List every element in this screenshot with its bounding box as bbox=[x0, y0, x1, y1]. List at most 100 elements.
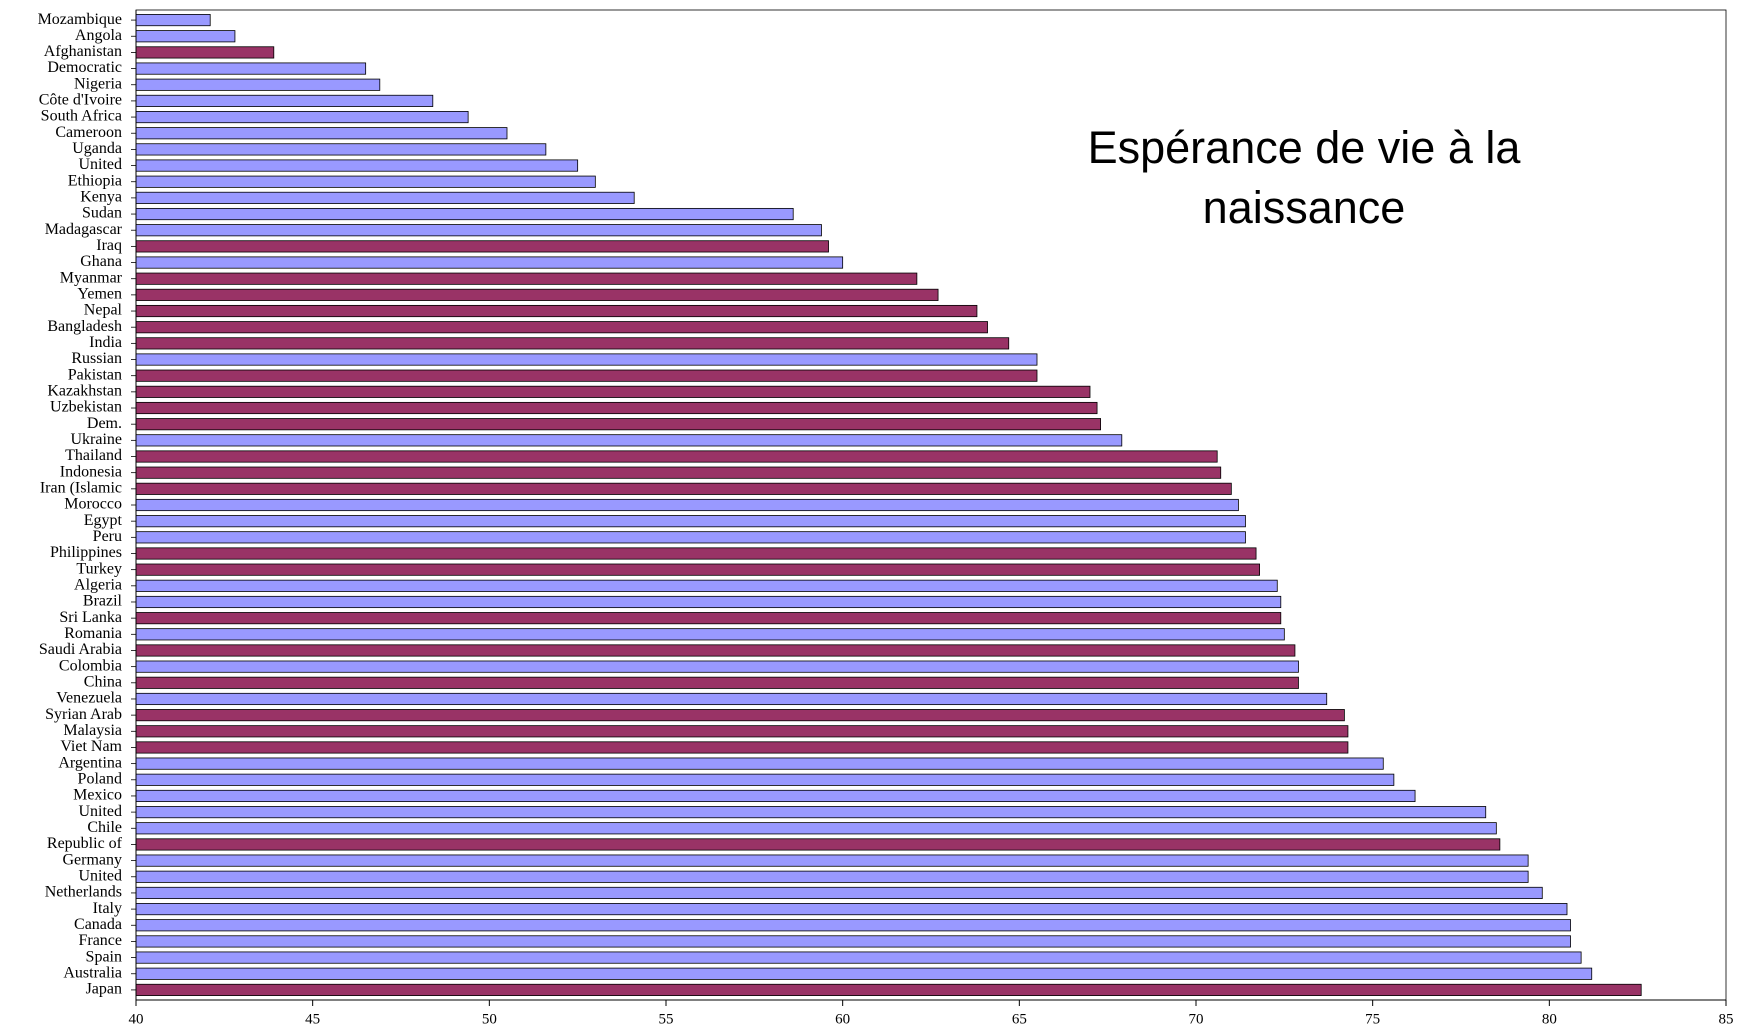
y-tick-label: Pakistan bbox=[68, 366, 122, 383]
bar bbox=[135, 741, 1349, 754]
y-tick-label: Germany bbox=[62, 851, 122, 868]
chart-title: Espérance de vie à la naissance bbox=[1087, 122, 1521, 233]
bar bbox=[135, 612, 1282, 625]
y-tick-label: Italy bbox=[93, 900, 122, 917]
y-tick-label: China bbox=[84, 673, 122, 690]
y-tick-label: Yemen bbox=[77, 286, 122, 303]
y-tick-label: Netherlands bbox=[45, 884, 122, 901]
bar bbox=[135, 78, 381, 91]
y-tick-label: Uganda bbox=[72, 140, 122, 157]
y-tick-label: Bangladesh bbox=[47, 318, 122, 335]
x-tick-label: 45 bbox=[305, 1011, 320, 1027]
bar bbox=[135, 321, 988, 334]
bar bbox=[135, 256, 844, 269]
y-tick-label: Turkey bbox=[76, 560, 122, 577]
bar bbox=[135, 385, 1091, 398]
y-tick-label: Poland bbox=[78, 770, 122, 787]
bar bbox=[135, 353, 1038, 366]
bar bbox=[135, 515, 1246, 528]
bar bbox=[135, 434, 1123, 447]
bar bbox=[135, 628, 1285, 641]
y-tick-label: United bbox=[78, 156, 122, 173]
y-tick-label: Syrian Arab bbox=[45, 706, 122, 723]
y-tick-label: Sudan bbox=[82, 205, 122, 222]
bar bbox=[135, 676, 1299, 689]
bar bbox=[135, 30, 236, 43]
bar bbox=[135, 563, 1260, 576]
bar bbox=[135, 450, 1218, 463]
y-tick-label: Ghana bbox=[80, 253, 122, 270]
y-tick-label: United bbox=[78, 803, 122, 820]
bar bbox=[135, 789, 1416, 803]
y-tick-label: Dem. bbox=[87, 415, 122, 432]
y-tick-label: Sri Lanka bbox=[59, 609, 122, 626]
y-tick-label: Afghanistan bbox=[44, 43, 122, 60]
y-tick-label: Iraq bbox=[96, 237, 122, 254]
bar bbox=[135, 207, 794, 221]
bar bbox=[135, 870, 1529, 883]
y-tick-label: Indonesia bbox=[60, 463, 122, 480]
bar bbox=[135, 951, 1582, 964]
bar bbox=[135, 94, 434, 107]
y-tick-label: Democratic bbox=[47, 59, 122, 76]
bar bbox=[135, 709, 1345, 722]
x-tick-label: 60 bbox=[835, 1011, 850, 1027]
bar bbox=[135, 224, 822, 237]
y-tick-label: Argentina bbox=[58, 754, 122, 771]
y-tick-label: Philippines bbox=[50, 544, 122, 561]
y-tick-label: Romania bbox=[64, 625, 122, 642]
bar bbox=[135, 191, 635, 204]
y-tick-label: United bbox=[78, 867, 122, 884]
y-tick-label: Egypt bbox=[84, 512, 123, 529]
y-tick-label: France bbox=[78, 932, 122, 949]
y-tick-label: Mozambique bbox=[38, 11, 122, 28]
bar bbox=[135, 967, 1593, 980]
y-tick-label: Uzbekistan bbox=[50, 399, 122, 416]
bar bbox=[135, 466, 1222, 479]
x-tick-label: 70 bbox=[1189, 1011, 1204, 1027]
y-tick-label: Ethiopia bbox=[68, 172, 122, 189]
y-tick-label: Kazakhstan bbox=[47, 383, 122, 400]
y-tick-label: Saudi Arabia bbox=[39, 641, 122, 658]
bar bbox=[135, 757, 1384, 770]
y-tick-label: Angola bbox=[75, 27, 122, 44]
bar bbox=[135, 14, 211, 27]
bar bbox=[135, 288, 939, 301]
y-tick-label: Mexico bbox=[73, 787, 122, 804]
y-tick-label: Thailand bbox=[65, 447, 122, 464]
bar bbox=[135, 111, 469, 124]
y-tick-label: Algeria bbox=[74, 576, 122, 593]
y-tick-label: Malaysia bbox=[63, 722, 122, 739]
bar bbox=[135, 806, 1487, 819]
bar bbox=[135, 401, 1098, 415]
y-tick-label: Cameroon bbox=[55, 124, 122, 141]
bar bbox=[135, 498, 1239, 512]
y-tick-label: Madagascar bbox=[45, 221, 123, 238]
bar bbox=[135, 369, 1038, 382]
y-tick-label: India bbox=[89, 334, 122, 351]
y-tick-label: South Africa bbox=[41, 108, 122, 125]
x-tick-label: 55 bbox=[659, 1011, 674, 1027]
x-tick-label: 65 bbox=[1012, 1011, 1027, 1027]
y-tick-label: Japan bbox=[86, 981, 122, 998]
bar bbox=[135, 240, 829, 253]
y-tick-label: Viet Nam bbox=[60, 738, 122, 755]
x-tick-label: 40 bbox=[129, 1011, 144, 1027]
x-tick-label: 80 bbox=[1542, 1011, 1557, 1027]
y-tick-label: Chile bbox=[87, 819, 122, 836]
bar bbox=[135, 595, 1282, 609]
y-tick-label: Ukraine bbox=[70, 431, 122, 448]
bar bbox=[135, 903, 1568, 916]
bar bbox=[135, 62, 367, 75]
y-tick-label: Australia bbox=[63, 964, 122, 981]
y-tick-label: Morocco bbox=[64, 496, 122, 513]
y-tick-label: Spain bbox=[86, 948, 122, 965]
bar bbox=[135, 272, 918, 285]
x-tick-label: 85 bbox=[1719, 1011, 1734, 1027]
bar bbox=[135, 886, 1543, 899]
bar bbox=[135, 418, 1101, 431]
bar bbox=[135, 482, 1232, 495]
bar bbox=[135, 854, 1529, 867]
bar bbox=[135, 547, 1257, 560]
